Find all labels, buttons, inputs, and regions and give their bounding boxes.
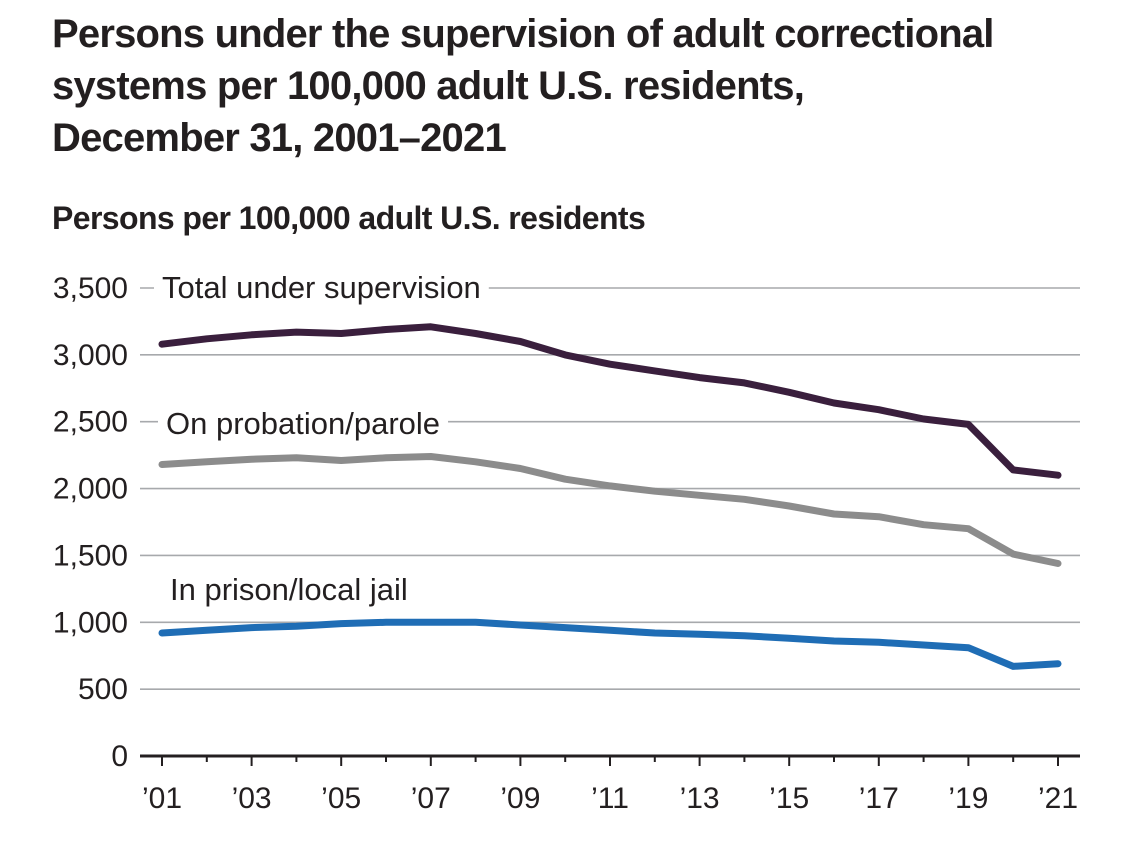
x-tick-label: ’03	[232, 782, 272, 815]
series-line	[158, 323, 1062, 479]
y-tick-label: 3,000	[53, 339, 128, 372]
x-axis: ’01 ’03 ’05 ’07 ’09 ’11 ’13 ’15 ’17 ’19 ’21	[140, 754, 1080, 815]
x-tick-label: ’15	[769, 782, 809, 815]
y-tick-label: 1,000	[53, 606, 128, 639]
x-tick-label: ’11	[591, 782, 629, 815]
chart-title-line-3: December 31, 2001–2021	[52, 116, 507, 160]
x-tick-label: ’01	[142, 782, 182, 815]
series-label: On probation/parole	[166, 406, 440, 441]
series-labels: Total under supervision On probation/paro…	[154, 270, 489, 607]
y-axis-label: Persons per 100,000 adult U.S. residents	[52, 200, 646, 236]
x-tick-label: ’13	[680, 782, 720, 815]
chart-title: Persons under the supervision of adult c…	[52, 8, 1122, 164]
y-tick-label: 0	[111, 740, 128, 773]
series-label-background	[154, 270, 489, 305]
x-tick-label: ’19	[948, 782, 988, 815]
series-label-background	[162, 572, 416, 607]
x-tick-label: ’09	[500, 782, 540, 815]
series-label: Total under supervision	[162, 270, 481, 305]
y-tick-label: 1,500	[53, 539, 128, 572]
x-tick-label: ’21	[1038, 782, 1078, 815]
y-tick-label: 500	[78, 673, 128, 706]
series-lines	[158, 323, 1062, 670]
y-axis-ticks: 0 500 1,000 1,500 2,000 2,500 3,000 3,500	[53, 272, 128, 773]
x-tick-label: ’07	[411, 782, 451, 815]
chart-title-line-1: Persons under the supervision of adult c…	[52, 12, 994, 56]
y-tick-label: 3,500	[53, 272, 128, 305]
series-label-background	[158, 406, 449, 441]
y-tick-label: 2,000	[53, 473, 128, 506]
x-tick-label: ’05	[321, 782, 361, 815]
y-tick-label: 2,500	[53, 406, 128, 439]
chart-title-line-2: systems per 100,000 adult U.S. residents…	[52, 64, 805, 108]
series-label: In prison/local jail	[170, 572, 408, 607]
series-line	[158, 618, 1062, 670]
x-tick-label: ’17	[859, 782, 899, 815]
series-line	[158, 453, 1062, 567]
